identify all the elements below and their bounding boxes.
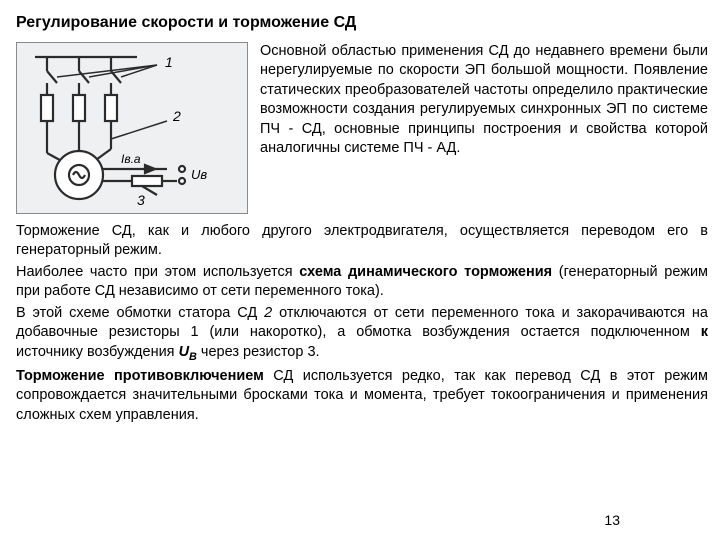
para3bold: к xyxy=(701,324,708,340)
para3u: U xyxy=(179,344,189,360)
para3d: через резистор 3. xyxy=(197,344,320,360)
para1: Торможение СД, как и любого другого элек… xyxy=(16,223,708,259)
intro-text: Основной областью применения СД до недав… xyxy=(260,42,708,214)
label-ub: Uв xyxy=(191,167,207,182)
label-2: 2 xyxy=(172,108,181,124)
para3num: 2 xyxy=(264,305,272,321)
circuit-diagram: 1 2 3 Uв Iв.а xyxy=(16,42,248,214)
body-text: Торможение СД, как и любого другого элек… xyxy=(16,222,708,426)
para2a: Наиболее часто при этом используется xyxy=(16,264,299,280)
para3c: источнику возбуждения xyxy=(16,344,179,360)
page-title: Регулирование скорости и торможение СД xyxy=(16,12,708,34)
label-1: 1 xyxy=(165,54,173,70)
para3sub: В xyxy=(189,351,197,363)
para4a: Торможение противовключением xyxy=(16,368,264,384)
para2b: схема динамического торможения xyxy=(299,264,552,280)
page-number: 13 xyxy=(604,511,620,530)
label-iba: Iв.а xyxy=(121,152,141,166)
para3a: В этой схеме обмотки статора СД xyxy=(16,305,264,321)
label-3: 3 xyxy=(137,192,145,208)
